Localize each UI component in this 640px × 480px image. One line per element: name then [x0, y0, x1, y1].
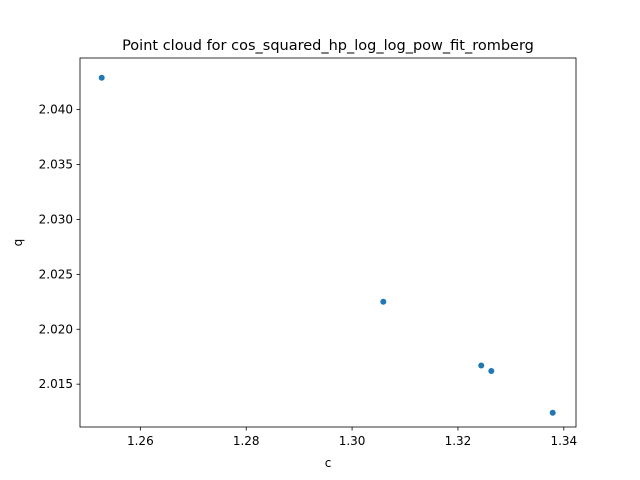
data-point	[478, 362, 485, 369]
plot-area-frame	[79, 57, 577, 428]
y-axis-label: q	[11, 239, 25, 247]
y-tick-label: 2.040	[39, 103, 73, 117]
x-tick-label: 1.26	[127, 434, 154, 448]
data-point	[98, 74, 105, 81]
y-tick-label: 2.020	[39, 322, 73, 336]
x-axis-label: c	[325, 456, 332, 470]
chart-title: Point cloud for cos_squared_hp_log_log_p…	[122, 38, 534, 54]
y-tick-label: 2.035	[39, 158, 73, 172]
x-tick-label: 1.30	[339, 434, 366, 448]
y-tick-label: 2.015	[39, 377, 73, 391]
y-tick-label: 2.025	[39, 267, 73, 281]
x-tick-label: 1.32	[445, 434, 472, 448]
x-tick-label: 1.34	[550, 434, 577, 448]
data-point	[549, 409, 556, 416]
data-point	[380, 298, 387, 305]
data-point	[488, 367, 495, 374]
y-tick-label: 2.030	[39, 212, 73, 226]
x-tick-label: 1.28	[233, 434, 260, 448]
